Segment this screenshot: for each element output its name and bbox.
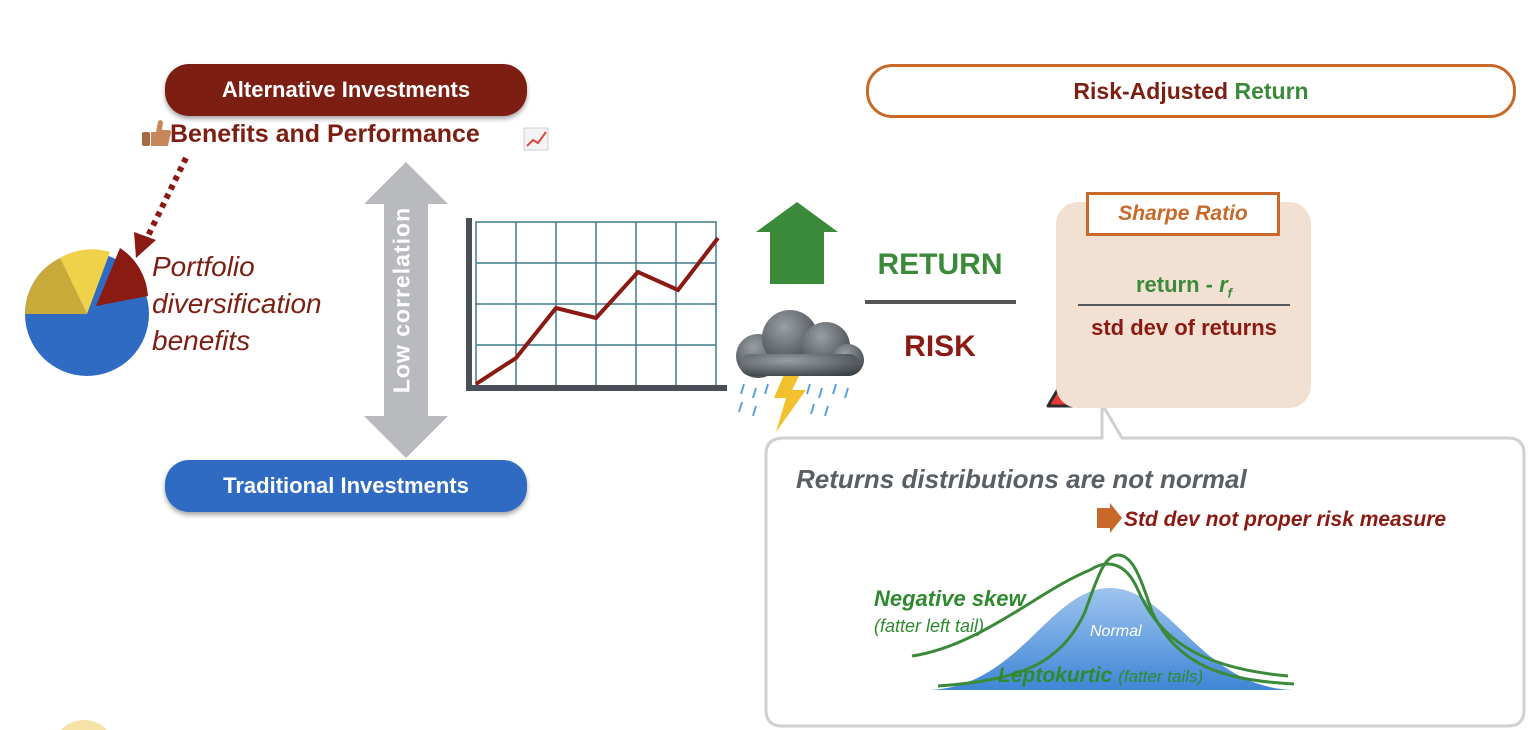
risk-adjusted-prefix: Risk-Adjusted <box>1073 77 1229 104</box>
traditional-investments-label: Traditional Investments <box>223 473 469 498</box>
callout-box <box>764 398 1526 728</box>
dotted-arrow-icon <box>134 156 189 258</box>
negative-skew-label: Negative skew <box>874 586 1026 611</box>
portfolio-diversification-text: Portfolio diversification benefits <box>152 248 322 359</box>
normal-label: Normal <box>1090 623 1142 640</box>
negative-skew-note: (fatter left tail) <box>874 616 985 636</box>
alternative-investments-label: Alternative Investments <box>221 77 471 102</box>
return-label: RETURN <box>877 248 1003 281</box>
decorative-blob <box>61 720 107 730</box>
portfolio-line-1: Portfolio <box>152 251 255 282</box>
alternative-investments-pill: Alternative Investments <box>165 64 527 116</box>
sharpe-denominator: std dev of returns <box>1091 315 1277 340</box>
sharpe-numerator: return - rf <box>1135 272 1233 301</box>
risk-adjusted-return-box: Risk-Adjusted Return <box>866 64 1516 118</box>
thumbs-up-icon <box>142 120 171 146</box>
line-chart-icon <box>466 218 727 391</box>
distribution-chart <box>911 553 1295 690</box>
callout-title: Returns distributions are not normal <box>796 464 1247 494</box>
sharpe-fraction-line <box>1078 304 1290 306</box>
risk-label: RISK <box>904 330 976 363</box>
leptokurtic-label: Leptokurtic (fatter tails) <box>998 664 1204 687</box>
pie-chart-icon <box>24 248 149 376</box>
right-arrow-icon <box>1097 503 1122 533</box>
risk-adjusted-highlight: Return <box>1234 77 1309 104</box>
portfolio-line-2: diversification <box>152 288 322 319</box>
up-arrow-icon <box>756 202 838 284</box>
std-dev-conclusion: Std dev not proper risk measure <box>1124 508 1447 531</box>
double-arrow-icon <box>364 162 448 458</box>
benefits-performance-label: Benefits and Performance <box>170 120 480 148</box>
portfolio-line-3: benefits <box>152 325 251 356</box>
chart-increasing-icon <box>523 127 549 151</box>
traditional-investments-pill: Traditional Investments <box>165 460 527 512</box>
sharpe-ratio-title: Sharpe Ratio <box>1086 192 1280 236</box>
storm-cloud-icon <box>736 310 864 432</box>
